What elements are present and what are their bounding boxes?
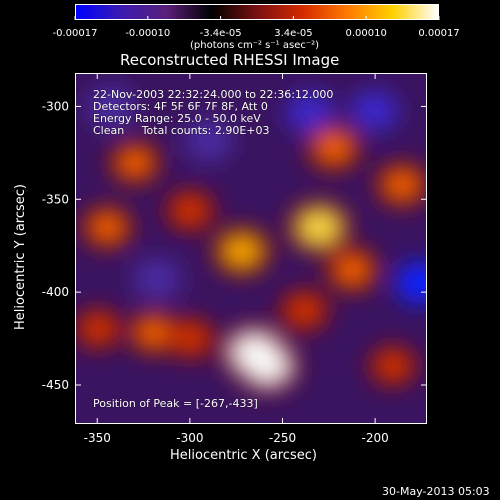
- y-tick-label: -350: [42, 192, 69, 206]
- heatmap-cold-region: [349, 89, 399, 132]
- colorbar-ticks: -0.00017 -0.00010 -3.4e-05 3.4e-05 0.00010 0.…: [53, 16, 460, 39]
- info-counts: Clean Total counts: 2.90E+03: [93, 124, 270, 137]
- peak-position-label: Position of Peak = [-267,-433]: [93, 397, 258, 410]
- heatmap-cold-region: [395, 261, 426, 304]
- heatmap-image: [76, 74, 426, 423]
- x-tick-label: -300: [176, 431, 203, 445]
- colorbar-tick-label: -0.00010: [125, 28, 170, 39]
- heatmap-hot-region: [84, 317, 112, 340]
- heatmap-hot-region: [317, 135, 350, 161]
- plot-title: Reconstructed RHESSI Image: [120, 51, 340, 69]
- x-tick-label: -350: [84, 431, 111, 445]
- heatmap-hot-region: [379, 354, 407, 377]
- heatmap-hot-region: [290, 298, 319, 322]
- heatmap-hot-region: [120, 150, 150, 175]
- y-tick-label: -300: [42, 99, 69, 113]
- y-tick-label: -400: [42, 285, 69, 299]
- heatmap-hot-region: [247, 349, 288, 382]
- heatmap-hot-region: [92, 215, 123, 240]
- heatmap-hot-region: [175, 199, 205, 223]
- heatmap-hot-region: [299, 211, 339, 243]
- heatmap-hot-region: [336, 257, 368, 283]
- x-tick-label: -200: [362, 431, 389, 445]
- info-energy-range: Energy Range: 25.0 - 50.0 keV: [93, 112, 261, 125]
- heatmap-hot-region: [138, 320, 169, 345]
- colorbar-tick-label: 0.00010: [346, 28, 387, 39]
- y-axis-label: Heliocentric Y (arcsec): [13, 184, 28, 330]
- heatmap-cold-region: [184, 119, 234, 162]
- colorbar-tick-label: -3.4e-05: [200, 28, 242, 39]
- timestamp: 30-May-2013 05:03: [382, 485, 490, 498]
- info-detectors: Detectors: 4F 5F 6F 7F 8F, Att 0: [93, 100, 268, 113]
- info-time-range: 22-Nov-2003 22:32:24.000 to 22:36:12.000: [93, 88, 334, 101]
- colorbar-tick-label: 3.4e-05: [274, 28, 312, 39]
- heatmap-hot-region: [224, 237, 260, 266]
- x-axis-label: Heliocentric X (arcsec): [170, 448, 317, 463]
- colorbar: [75, 4, 439, 20]
- heatmap-cold-region: [86, 86, 136, 129]
- heatmap-cold-region: [285, 91, 335, 134]
- heatmap-hot-region: [175, 326, 205, 350]
- heatmap-cold-region: [132, 258, 182, 300]
- heatmap-hot-region: [386, 172, 418, 198]
- colorbar-tick-label: 0.00017: [418, 28, 459, 39]
- y-tick-label: -450: [42, 378, 69, 392]
- colorbar-tick-label: -0.00017: [53, 28, 98, 39]
- colorbar-units: (photons cm⁻² s⁻¹ asec⁻²): [190, 40, 320, 51]
- x-tick-label: -250: [269, 431, 296, 445]
- plot-area: 22-Nov-2003 22:32:24.000 to 22:36:12.000…: [75, 73, 427, 424]
